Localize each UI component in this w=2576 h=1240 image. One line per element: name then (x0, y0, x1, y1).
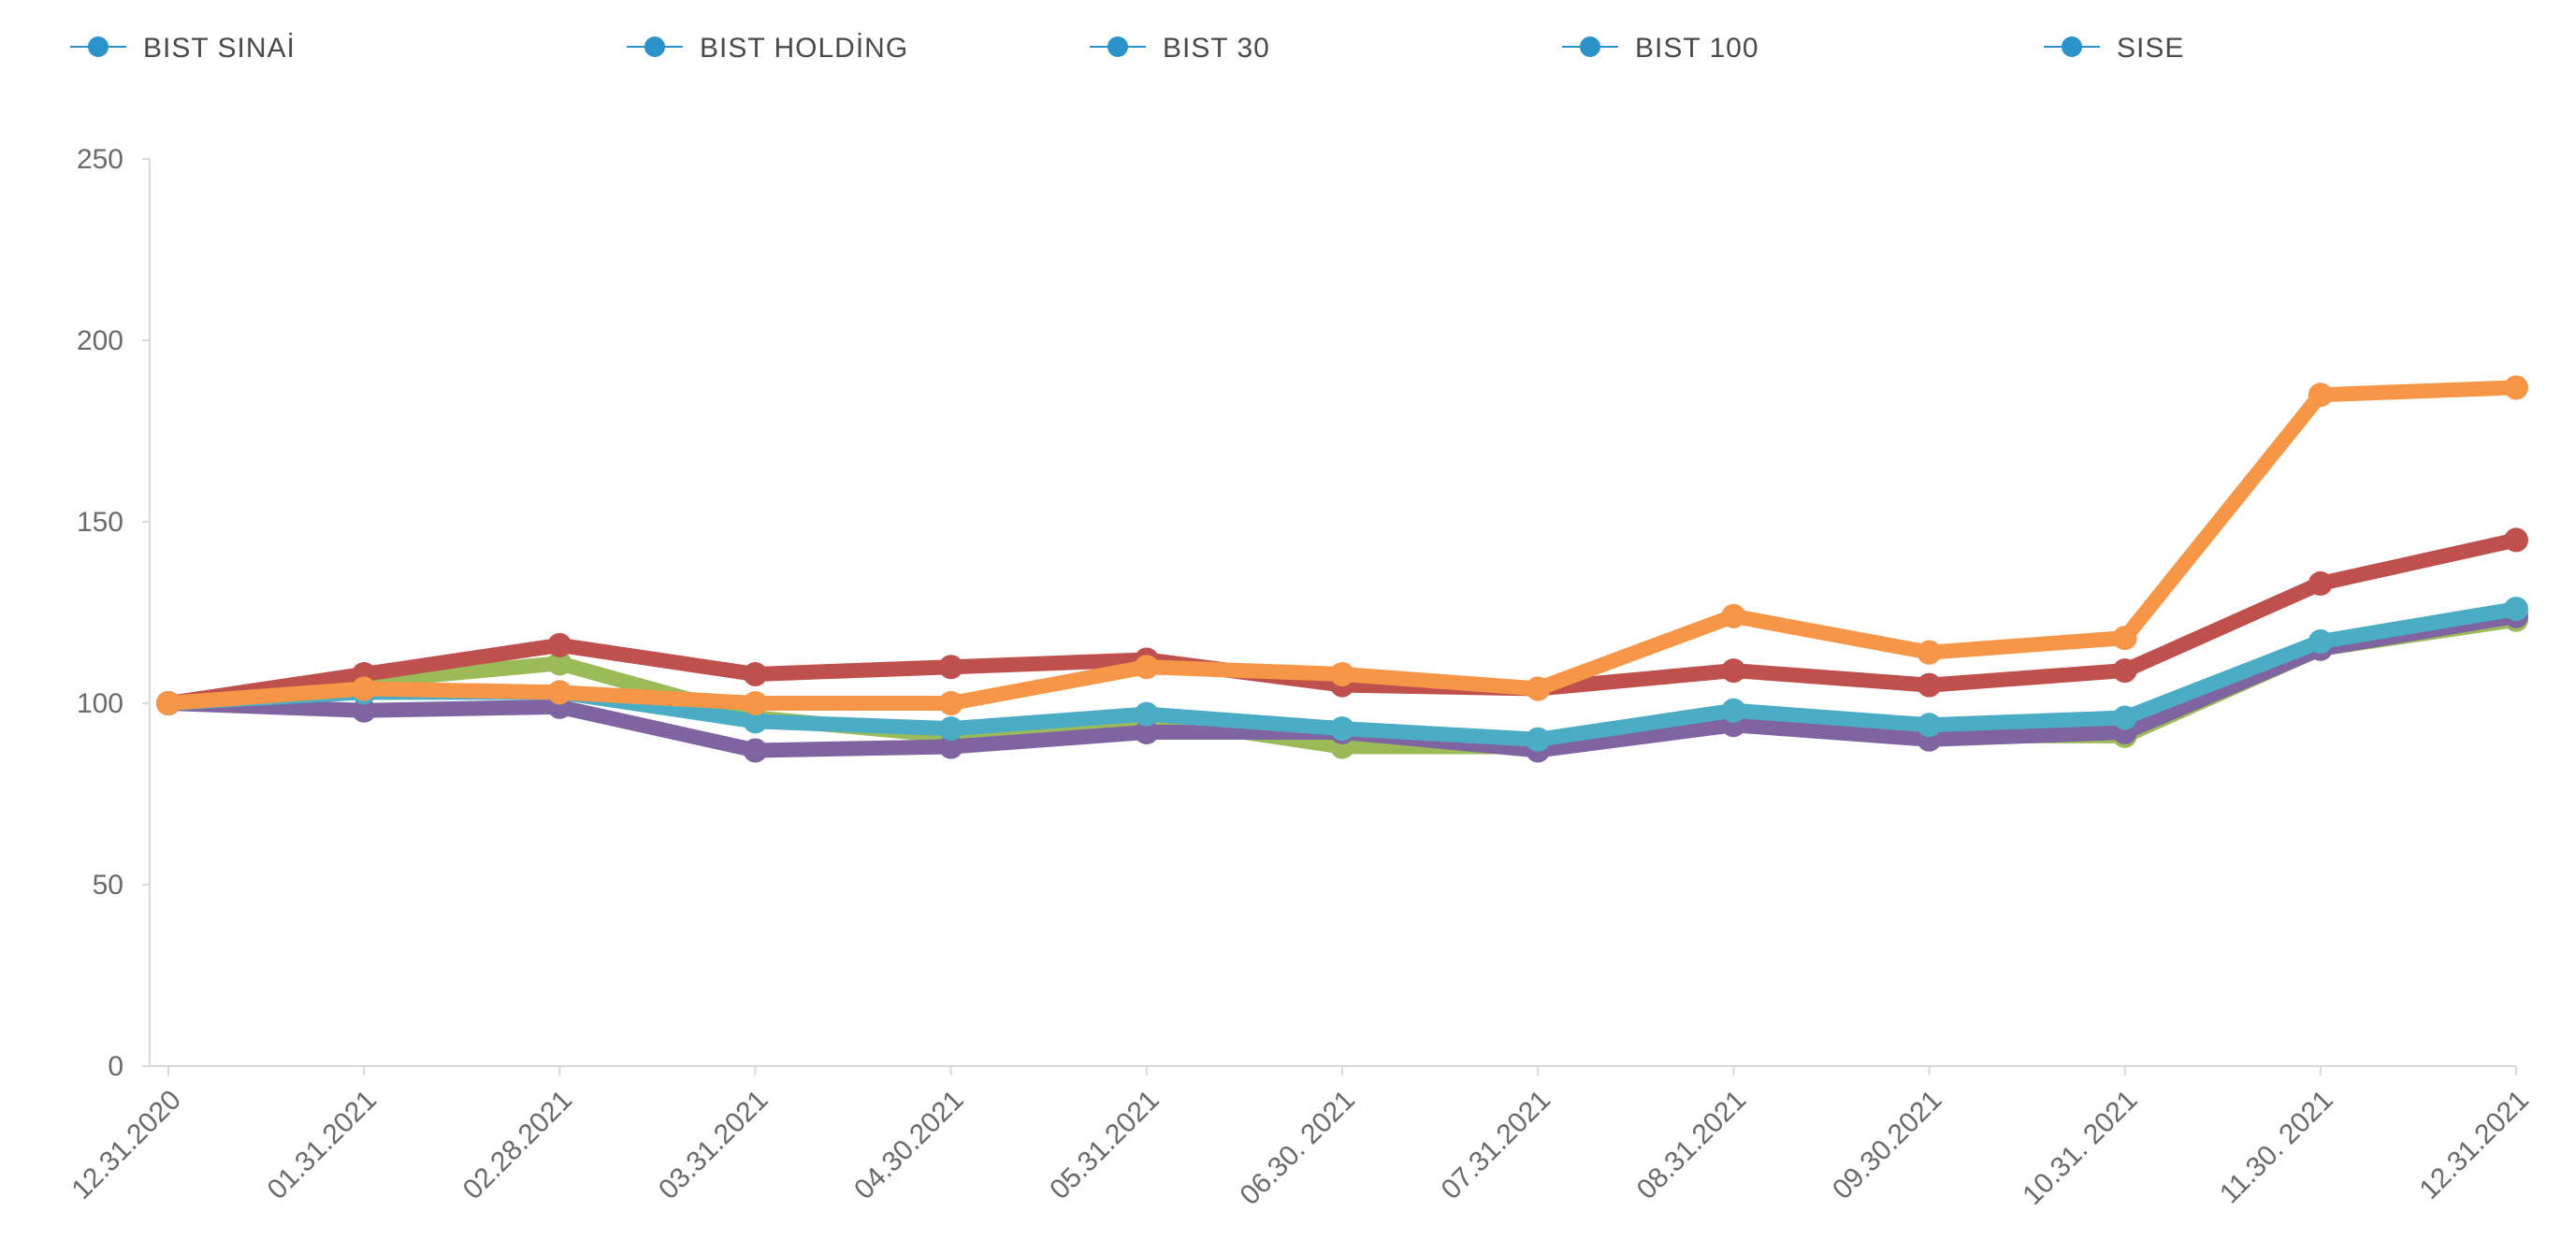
legend-item[interactable]: BIST HOLDİNG (627, 33, 908, 64)
data-point (938, 655, 963, 680)
data-point (743, 661, 768, 686)
y-ticks: 0 50 100 150 200 250 (77, 144, 150, 1082)
legend-label: BIST HOLDİNG (700, 33, 908, 64)
data-point (743, 709, 768, 734)
data-point (1134, 701, 1159, 727)
data-point (1330, 716, 1354, 742)
data-point (1917, 713, 1942, 738)
data-point (1917, 672, 1942, 698)
legend-label: BIST 30 (1163, 33, 1270, 64)
y-tick-label: 150 (77, 507, 123, 538)
data-point (2504, 527, 2528, 553)
x-tick-label: 01.31.2021 (262, 1085, 384, 1206)
legend-item[interactable]: SISE (2044, 33, 2184, 64)
data-point (2112, 626, 2137, 651)
legend-marker (1107, 36, 1128, 57)
x-tick-label: 02.28.2021 (457, 1085, 579, 1206)
y-tick-label: 100 (77, 688, 123, 719)
legend-label: SISE (2117, 33, 2184, 64)
data-point (2112, 705, 2137, 730)
x-tick-label: 03.31.2021 (653, 1085, 774, 1206)
legend-marker (644, 36, 665, 57)
data-point (1526, 727, 1551, 752)
data-point (1721, 603, 1746, 628)
legend-item[interactable]: BIST 100 (1562, 33, 1759, 64)
x-tick-label: 07.31.2021 (1436, 1085, 1557, 1206)
y-tick-label: 0 (108, 1051, 123, 1082)
x-tick-label: 12.31.2020 (65, 1085, 187, 1206)
legend-item[interactable]: BIST 30 (1090, 33, 1270, 64)
x-tick-label: 12.31.2021 (2413, 1085, 2535, 1206)
data-point (2308, 382, 2333, 408)
legend-item[interactable]: BIST SINAİ (70, 33, 296, 64)
data-point (352, 676, 377, 701)
data-point (938, 734, 963, 759)
data-point (1721, 658, 1746, 684)
data-point (2112, 658, 2137, 684)
axes (149, 159, 2516, 1067)
legend-marker (2062, 36, 2082, 57)
x-tick-label: 11.30. 2021 (2214, 1085, 2339, 1210)
data-point (938, 691, 963, 715)
data-point (1721, 698, 1746, 723)
x-tick-label: 06.30. 2021 (1235, 1085, 1361, 1211)
data-point (743, 738, 768, 763)
x-tick-label: 05.31.2021 (1044, 1085, 1165, 1206)
data-point (938, 716, 963, 742)
series-group (156, 375, 2528, 763)
y-tick-label: 250 (77, 144, 123, 175)
x-tick-label: 08.31.2021 (1631, 1085, 1753, 1206)
data-point (1134, 655, 1159, 680)
x-ticks: 12.31.2020 01.31.2021 02.28.2021 03.31.2021… (65, 1066, 2535, 1211)
data-point (547, 632, 572, 657)
data-point (1134, 720, 1159, 745)
legend-label: BIST 100 (1635, 33, 1759, 64)
data-point (2308, 629, 2333, 655)
data-point (156, 691, 181, 715)
x-tick-label: 04.30.2021 (848, 1085, 970, 1206)
data-point (1330, 661, 1354, 686)
y-tick-label: 50 (93, 870, 123, 901)
data-point (2308, 570, 2333, 596)
data-point (743, 691, 768, 715)
data-point (1917, 640, 1942, 665)
data-point (1526, 676, 1551, 701)
y-tick-label: 200 (77, 325, 123, 356)
legend-marker (88, 36, 109, 57)
data-point (547, 680, 572, 705)
series-5 (156, 375, 2528, 715)
data-point (2504, 597, 2528, 622)
data-point (2504, 375, 2528, 400)
legend-marker (1580, 36, 1600, 57)
x-tick-label: 10.31. 2021 (2017, 1085, 2143, 1211)
legend: BIST SINAİ BIST HOLDİNG BIST 30 BIST 100 SIS… (70, 33, 2184, 64)
data-point (352, 698, 377, 723)
data-point (547, 651, 572, 676)
legend-label: BIST SINAİ (143, 33, 296, 64)
x-tick-label: 09.30.2021 (1827, 1085, 1948, 1206)
